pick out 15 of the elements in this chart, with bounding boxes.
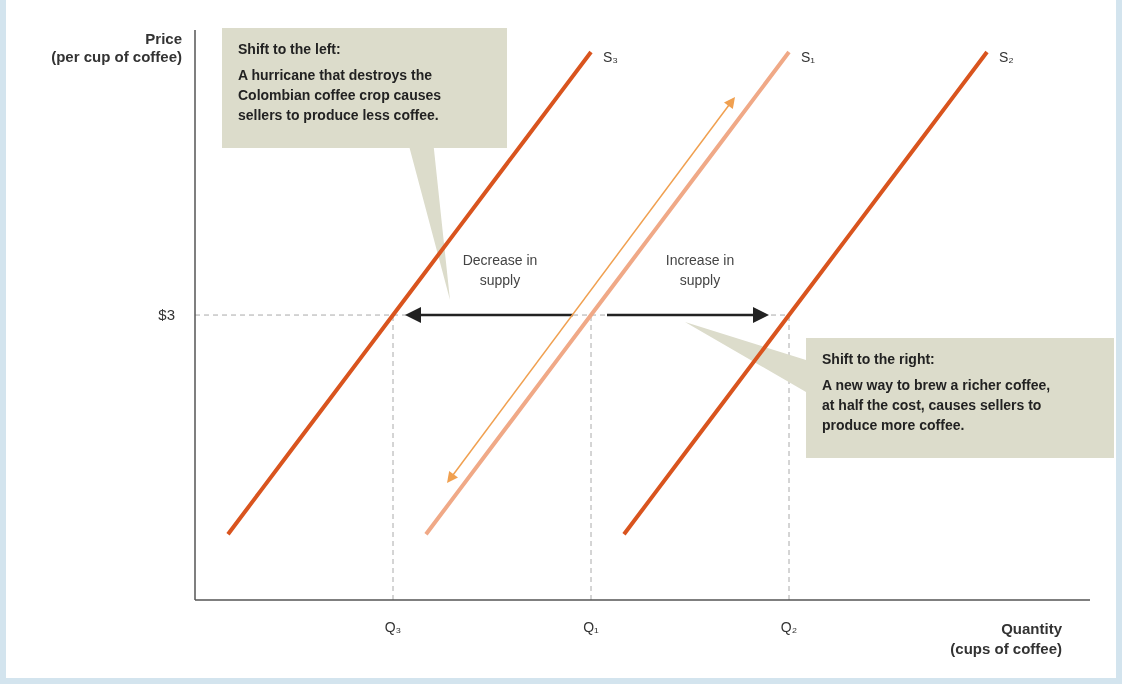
- x-tick-label: Q₂: [780, 619, 798, 635]
- annotation: A new way to brew a richer coffee, at half the cost, causes sellers to produce more coffee.: [822, 377, 1051, 433]
- annotation: Shift to the left:: [238, 41, 341, 57]
- series-label: S₂: [999, 49, 1014, 65]
- annotation: Increase in supply: [665, 252, 735, 288]
- series-label: S₁: [801, 49, 816, 65]
- annotation: Shift to the right:: [822, 351, 935, 367]
- series-label: S₃: [603, 49, 619, 65]
- x-axis-title: Quantity (cups of coffee): [950, 620, 1063, 657]
- x-tick-label: Q₃: [384, 619, 402, 635]
- y-axis-title: Price (per cup of coffee): [51, 30, 182, 65]
- annotation: Decrease in supply: [462, 252, 538, 288]
- x-tick-label: Q₁: [583, 619, 600, 635]
- annotation: A hurricane that destroys the Colombian coffee crop causes sellers to produce less coffee.: [238, 67, 442, 123]
- text: $3: [158, 306, 175, 324]
